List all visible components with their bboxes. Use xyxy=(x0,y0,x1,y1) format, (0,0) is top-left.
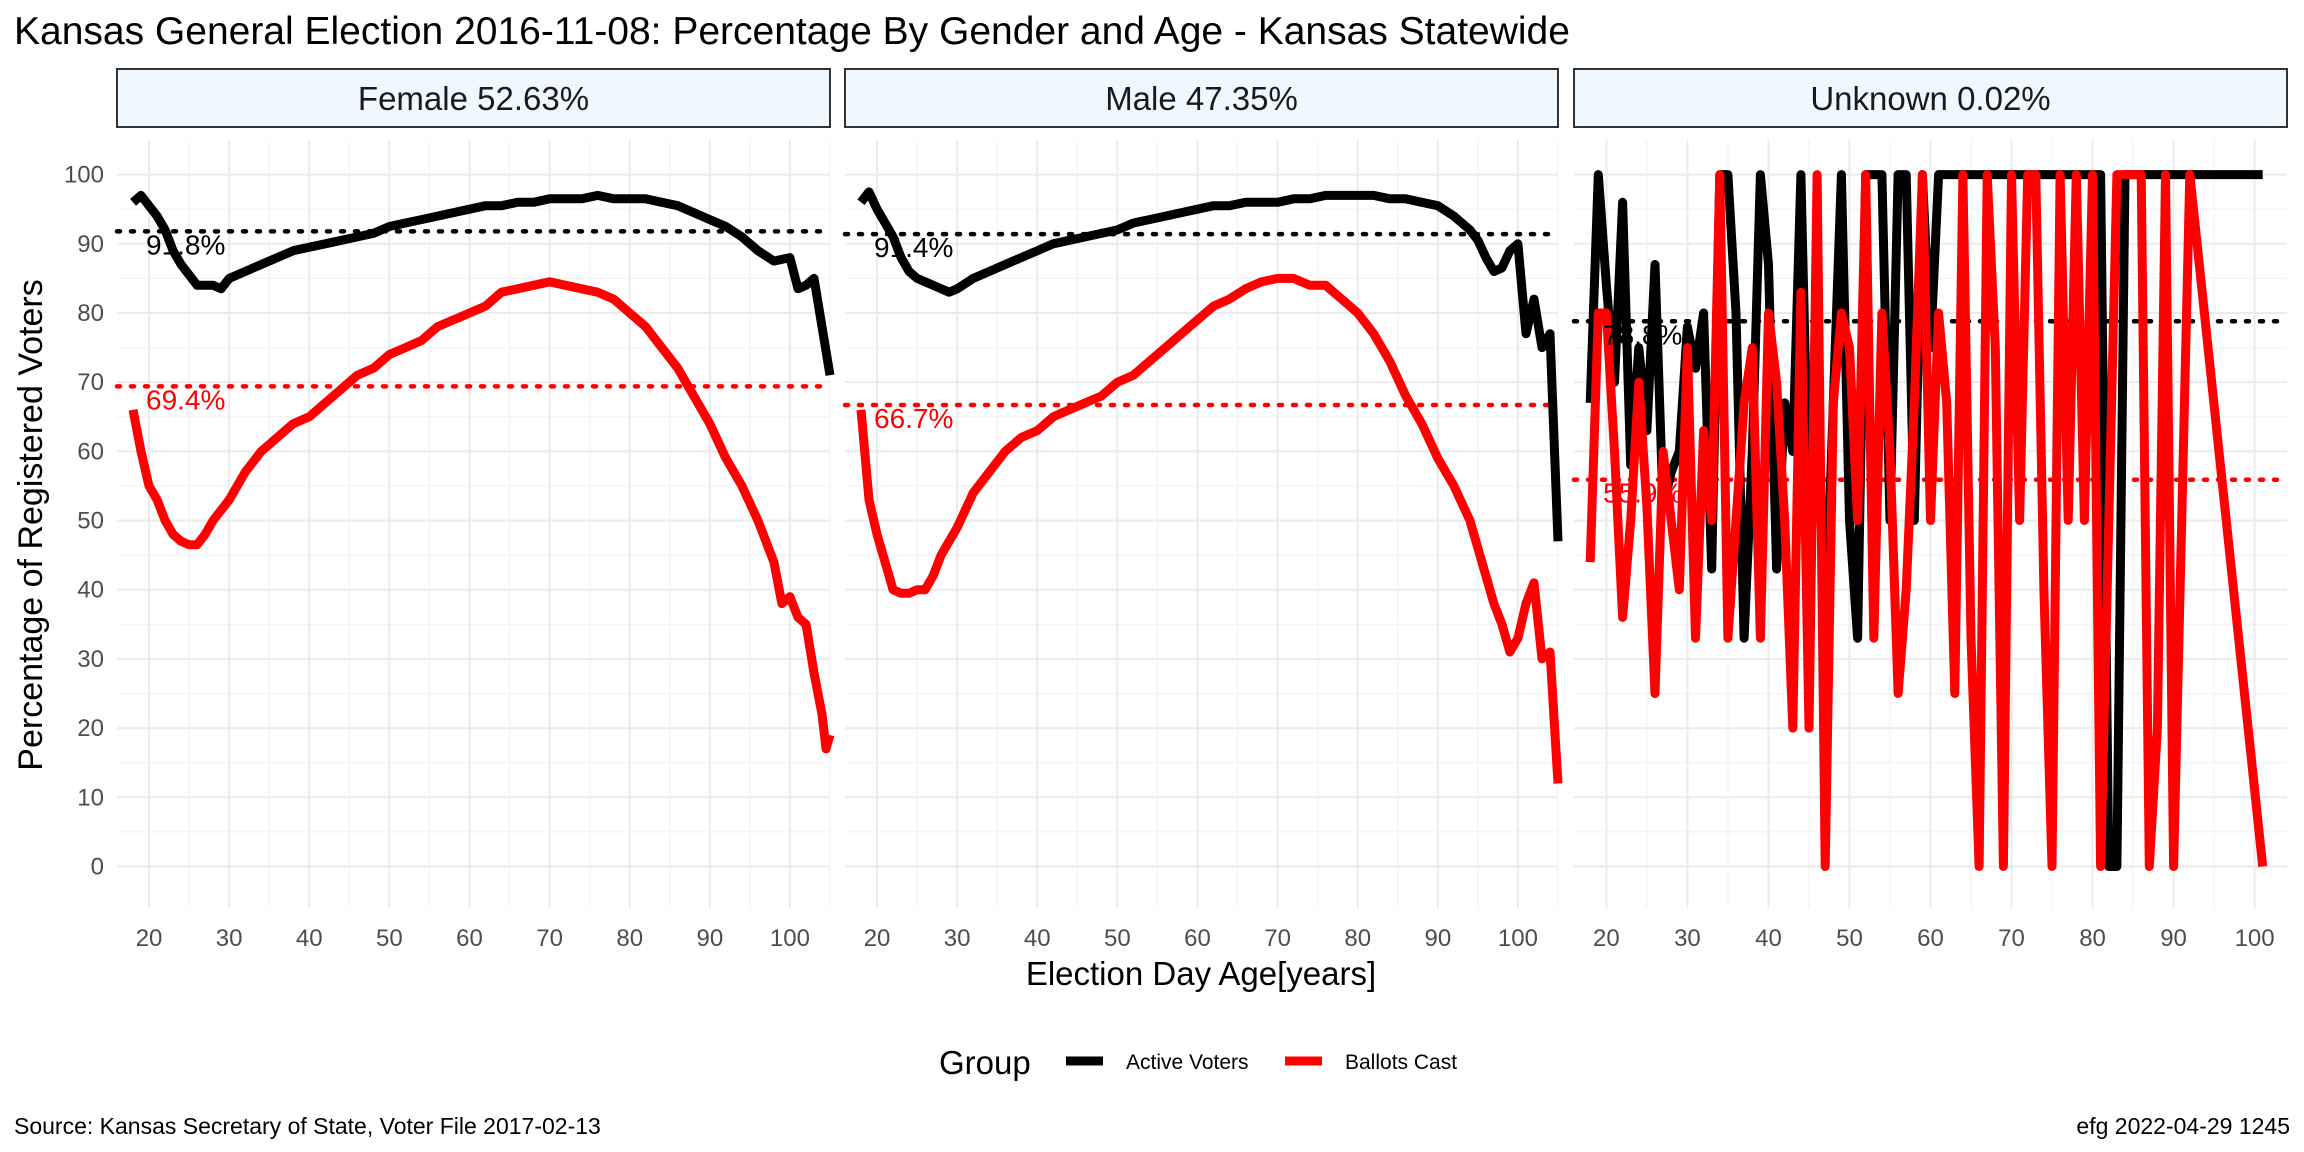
facet-strip xyxy=(844,68,1559,128)
y-tick-label: 0 xyxy=(91,853,104,880)
reference-label: 91.4% xyxy=(874,232,953,263)
date-caption: efg 2022-04-29 1245 xyxy=(2076,1113,2290,1139)
reference-label: 66.7% xyxy=(874,403,953,434)
x-tick-label: 50 xyxy=(1836,925,1863,952)
x-tick-label: 40 xyxy=(296,925,323,952)
x-tick-label: 50 xyxy=(376,925,403,952)
reference-label: 69.4% xyxy=(146,384,225,415)
series-line xyxy=(857,187,1563,542)
y-tick-label: 100 xyxy=(64,162,104,189)
facet-strip xyxy=(116,68,831,128)
y-tick-label: 90 xyxy=(77,231,104,258)
x-tick-label: 30 xyxy=(1674,925,1701,952)
panel-1: Female 52.63% 20 30 40 50 60 70 80 90 100 91.8% 69.… xyxy=(114,68,835,952)
y-tick-label: 10 xyxy=(77,784,104,811)
legend-title: Group xyxy=(939,1044,1031,1081)
reference-label: 78.8% xyxy=(1603,319,1682,350)
legend-label: Ballots Cast xyxy=(1345,1051,1457,1074)
y-tick-label: 80 xyxy=(77,300,104,327)
series-line xyxy=(856,273,1563,784)
x-tick-label: 20 xyxy=(864,925,891,952)
x-tick-label: 60 xyxy=(456,925,483,952)
series-line xyxy=(1585,170,2268,871)
source-caption: Source: Kansas Secretary of State, Voter… xyxy=(14,1113,601,1139)
x-tick-label: 40 xyxy=(1755,925,1782,952)
x-tick-label: 100 xyxy=(1498,925,1538,952)
x-tick-label: 60 xyxy=(1917,925,1944,952)
x-tick-label: 50 xyxy=(1104,925,1131,952)
x-tick-label: 90 xyxy=(696,925,723,952)
y-tick-label: 50 xyxy=(77,508,104,535)
facet-strip-label: Unknown 0.02% xyxy=(1810,80,2050,117)
x-tick-label: 70 xyxy=(536,925,563,952)
x-tick-label: 40 xyxy=(1024,925,1051,952)
x-tick-label: 70 xyxy=(1264,925,1291,952)
panel-3: Unknown 0.02% 20 30 40 50 60 70 80 90 100 78.8% 55.… xyxy=(1571,68,2290,952)
x-tick-label: 90 xyxy=(2160,925,2187,952)
series-line xyxy=(128,277,835,754)
x-tick-label: 30 xyxy=(216,925,243,952)
y-tick-label: 40 xyxy=(77,577,104,604)
x-tick-label: 100 xyxy=(2235,925,2275,952)
x-tick-label: 20 xyxy=(136,925,163,952)
y-tick-label: 60 xyxy=(77,438,104,465)
legend-label: Active Voters xyxy=(1126,1051,1249,1074)
facet-panels: 0 10 20 30 40 50 60 70 80 90 100 Female 52.63% 20 30 4… xyxy=(64,68,2290,952)
facet-strip xyxy=(1573,68,2288,128)
x-axis-label: Election Day Age[years] xyxy=(1026,955,1376,992)
gridlines xyxy=(117,140,831,908)
y-tick-label: 30 xyxy=(77,646,104,673)
series-line xyxy=(130,190,835,376)
x-tick-label: 70 xyxy=(1998,925,2025,952)
y-tick-label: 20 xyxy=(77,715,104,742)
x-tick-label: 80 xyxy=(1344,925,1371,952)
x-tick-label: 20 xyxy=(1593,925,1620,952)
x-tick-label: 30 xyxy=(944,925,971,952)
reference-label: 91.8% xyxy=(146,229,225,260)
y-tick-label: 70 xyxy=(77,369,104,396)
x-tick-label: 80 xyxy=(616,925,643,952)
y-axis-label: Percentage of Registered Voters xyxy=(12,279,50,770)
chart-title: Kansas General Election 2016-11-08: Perc… xyxy=(14,10,1570,53)
x-tick-label: 90 xyxy=(1424,925,1451,952)
legend: Active Voters Ballots Cast xyxy=(1066,1051,1457,1074)
x-tick-label: 60 xyxy=(1184,925,1211,952)
reference-label: 55.9% xyxy=(1603,478,1682,509)
x-tick-label: 100 xyxy=(770,925,810,952)
facet-strip-label: Female 52.63% xyxy=(358,80,589,117)
panel-2: Male 47.35% 20 30 40 50 60 70 80 90 100 91.4% 66.7% xyxy=(842,68,1563,952)
x-tick-label: 80 xyxy=(2079,925,2106,952)
facet-strip-label: Male 47.35% xyxy=(1105,80,1298,117)
